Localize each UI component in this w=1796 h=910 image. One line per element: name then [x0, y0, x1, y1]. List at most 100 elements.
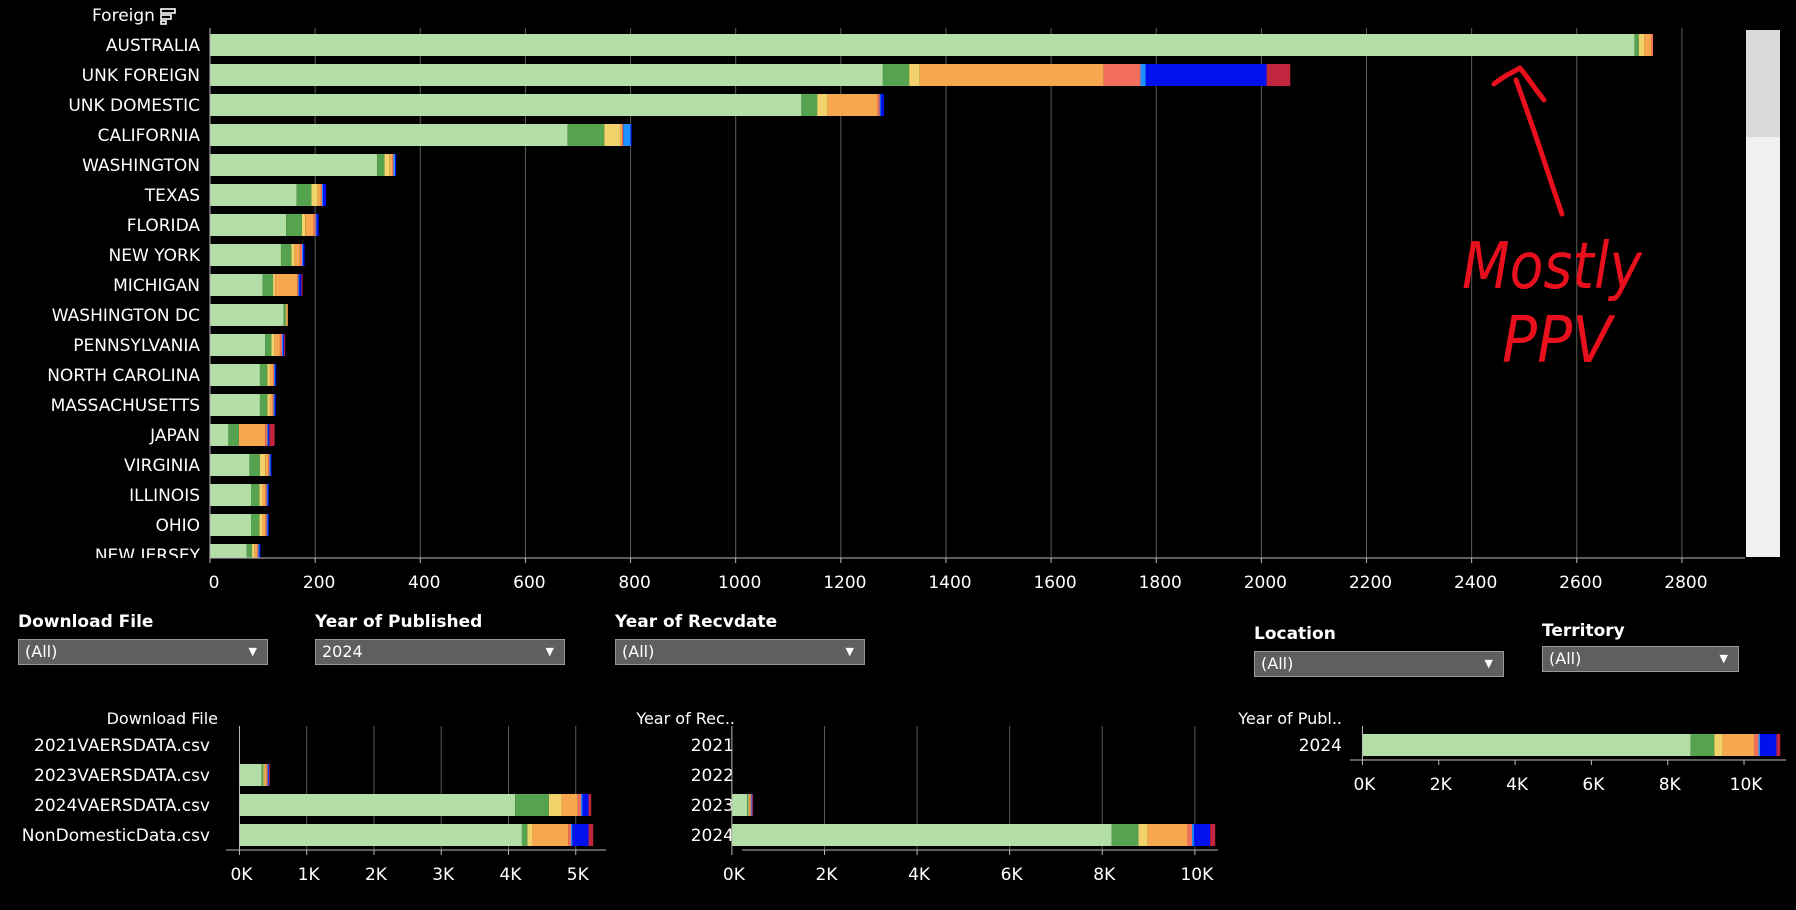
bar-segment-unk-foreign-3[interactable] [919, 64, 1104, 86]
bar-segment-2024-4[interactable] [1187, 824, 1193, 846]
bar-segment-2024-7[interactable] [1776, 734, 1781, 756]
bar-segment-2024vaersdata-csv-5[interactable] [581, 794, 583, 816]
bar-segment-2024-1[interactable] [1690, 734, 1715, 756]
bar-segment-australia-4[interactable] [1651, 34, 1654, 56]
bar-segment-michigan-7[interactable] [301, 274, 303, 296]
bar-segment-florida-1[interactable] [286, 214, 302, 236]
bar-segment-michigan-1[interactable] [262, 274, 274, 296]
bar-segment-virginia-1[interactable] [249, 454, 260, 476]
bar-segment-ohio-0[interactable] [210, 514, 252, 536]
bar-segment-new-york-5[interactable] [301, 244, 304, 266]
bar-segment-2023-2[interactable] [748, 794, 750, 816]
bar-segment-unk-domestic-5[interactable] [879, 94, 881, 116]
bar-segment-2023vaersdata-csv-0[interactable] [239, 764, 262, 786]
bar-segment-massachusetts-4[interactable] [272, 394, 274, 416]
bar-segment-japan-1[interactable] [228, 424, 239, 446]
bar-segment-new-jersey-1[interactable] [246, 544, 253, 566]
bar-segment-north-carolina-0[interactable] [210, 364, 260, 386]
bar-segment-australia-3[interactable] [1644, 34, 1652, 56]
bar-segment-florida-5[interactable] [315, 214, 317, 236]
bar-segment-2024-3[interactable] [1147, 824, 1188, 846]
bar-segment-new-york-0[interactable] [210, 244, 281, 266]
bar-segment-virginia-2[interactable] [259, 454, 266, 476]
bar-segment-nondomesticdata-csv-5[interactable] [571, 824, 573, 846]
bar-segment-texas-0[interactable] [210, 184, 297, 206]
bar-segment-michigan-0[interactable] [210, 274, 263, 296]
bar-segment-2023-1[interactable] [747, 794, 749, 816]
bar-segment-texas-2[interactable] [311, 184, 318, 206]
bar-segment-unk-foreign-1[interactable] [882, 64, 910, 86]
filter-territory-select[interactable]: (All) ▼ [1542, 646, 1739, 672]
bar-segment-unk-domestic-6[interactable] [880, 94, 884, 116]
bar-segment-illinois-1[interactable] [251, 484, 260, 506]
bar-segment-washington-6[interactable] [395, 154, 397, 176]
bar-segment-unk-domestic-2[interactable] [817, 94, 828, 116]
bar-segment-2024vaersdata-csv-3[interactable] [561, 794, 578, 816]
bar-segment-illinois-3[interactable] [262, 484, 266, 506]
bar-segment-north-carolina-1[interactable] [259, 364, 268, 386]
bar-segment-2024vaersdata-csv-1[interactable] [515, 794, 549, 816]
bar-segment-california-2[interactable] [604, 124, 621, 146]
bar-segment-2024-3[interactable] [1722, 734, 1755, 756]
bar-segment-2023-3[interactable] [749, 794, 751, 816]
bar-segment-texas-5[interactable] [321, 184, 324, 206]
bar-segment-unk-domestic-1[interactable] [801, 94, 818, 116]
bar-segment-new-york-4[interactable] [299, 244, 302, 266]
vertical-scrollbar[interactable] [1746, 30, 1780, 557]
bar-segment-texas-4[interactable] [320, 184, 322, 206]
bar-segment-nondomesticdata-csv-4[interactable] [568, 824, 572, 846]
bar-segment-florida-4[interactable] [313, 214, 316, 236]
bar-segment-texas-1[interactable] [296, 184, 312, 206]
bar-segment-illinois-0[interactable] [210, 484, 252, 506]
bar-segment-washington-dc-3[interactable] [286, 304, 288, 326]
bar-segment-unk-domestic-0[interactable] [210, 94, 802, 116]
bar-segment-2024-2[interactable] [1714, 734, 1723, 756]
bar-segment-japan-6[interactable] [268, 424, 270, 446]
bar-segment-virginia-3[interactable] [265, 454, 269, 476]
filter-year-of-recvdate-select[interactable]: (All) ▼ [615, 639, 865, 665]
bar-segment-ohio-3[interactable] [262, 514, 266, 536]
bar-segment-australia-2[interactable] [1638, 34, 1645, 56]
bar-segment-california-3[interactable] [620, 124, 623, 146]
bar-segment-california-0[interactable] [210, 124, 568, 146]
bar-segment-2023vaersdata-csv-6[interactable] [268, 764, 270, 786]
bar-segment-washington-2[interactable] [384, 154, 390, 176]
bar-segment-nondomesticdata-csv-6[interactable] [572, 824, 589, 846]
bar-segment-2023vaersdata-csv-4[interactable] [266, 764, 268, 786]
bar-segment-2024-2[interactable] [1138, 824, 1148, 846]
bar-segment-california-1[interactable] [567, 124, 605, 146]
bar-segment-new-jersey-2[interactable] [252, 544, 255, 566]
bar-segment-virginia-0[interactable] [210, 454, 250, 476]
bar-segment-michigan-2[interactable] [273, 274, 276, 296]
filter-year-of-published-select[interactable]: 2024 ▼ [315, 639, 565, 665]
bar-segment-north-carolina-6[interactable] [275, 364, 277, 386]
bar-segment-2024-7[interactable] [1210, 824, 1216, 846]
bar-segment-pennsylvania-4[interactable] [279, 334, 283, 356]
bar-segment-2023-6[interactable] [751, 794, 753, 816]
bar-segment-new-jersey-5[interactable] [258, 544, 260, 566]
bar-segment-2024-5[interactable] [1758, 734, 1761, 756]
bar-segment-pennsylvania-3[interactable] [274, 334, 280, 356]
bar-segment-new-jersey-0[interactable] [210, 544, 247, 566]
bar-segment-florida-0[interactable] [210, 214, 287, 236]
bar-segment-florida-3[interactable] [305, 214, 314, 236]
bar-segment-north-carolina-5[interactable] [274, 364, 276, 386]
bar-segment-2024-1[interactable] [1111, 824, 1139, 846]
bar-segment-japan-3[interactable] [238, 424, 266, 446]
bar-segment-massachusetts-1[interactable] [259, 394, 268, 416]
bar-segment-unk-foreign-7[interactable] [1266, 64, 1291, 86]
bar-segment-unk-foreign-5[interactable] [1140, 64, 1146, 86]
filter-location-select[interactable]: (All) ▼ [1254, 651, 1504, 677]
bar-segment-massachusetts-6[interactable] [274, 394, 276, 416]
bar-segment-2023vaersdata-csv-7[interactable] [269, 764, 270, 786]
bar-segment-2024vaersdata-csv-0[interactable] [239, 794, 516, 816]
bar-segment-japan-4[interactable] [265, 424, 268, 446]
bar-segment-new-york-3[interactable] [294, 244, 300, 266]
bar-segment-pennsylvania-1[interactable] [265, 334, 272, 356]
bar-segment-unk-foreign-6[interactable] [1145, 64, 1267, 86]
bar-segment-virginia-5[interactable] [269, 454, 271, 476]
bar-segment-2024vaersdata-csv-7[interactable] [588, 794, 592, 816]
bar-segment-2024-0[interactable] [1362, 734, 1691, 756]
bar-segment-california-5[interactable] [623, 124, 631, 146]
bar-segment-washington-dc-0[interactable] [210, 304, 284, 326]
